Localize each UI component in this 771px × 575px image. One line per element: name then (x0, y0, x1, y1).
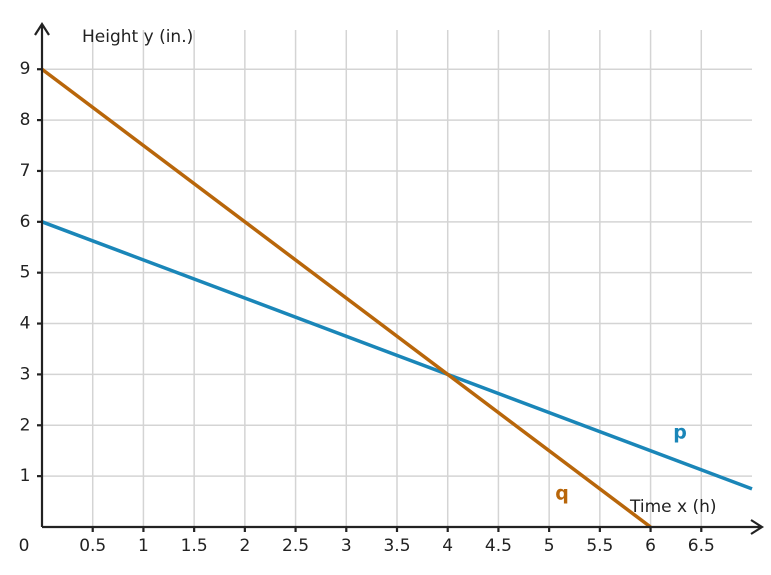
x-tick-label: 4.5 (485, 536, 512, 556)
y-tick-label: 9 (20, 59, 31, 79)
y-tick-label: 3 (20, 364, 31, 384)
x-tick-label: 4 (442, 536, 453, 556)
x-tick-label: 5 (544, 536, 555, 556)
x-tick-label: 3.5 (383, 536, 410, 556)
y-tick-label: 4 (20, 314, 31, 334)
y-axis-label: Height y (in.) (82, 27, 193, 47)
y-tick-label: 8 (20, 110, 31, 130)
series-label: p (673, 422, 687, 444)
y-tick-label: 2 (20, 415, 31, 435)
x-tick-label: 6 (645, 536, 656, 556)
y-tick-label: 5 (20, 263, 31, 283)
x-tick-label: 2.5 (282, 536, 309, 556)
x-tick-label: 0.5 (79, 536, 106, 556)
y-tick-label: 7 (20, 161, 31, 181)
x-tick-label: 3 (341, 536, 352, 556)
x-tick-label: 1 (138, 536, 149, 556)
lines (40, 67, 753, 529)
line (41, 220, 753, 491)
x-tick-label: 2 (239, 536, 250, 556)
y-tick-label: 1 (20, 466, 31, 486)
series-label: q (555, 483, 569, 505)
y-tick-label: 6 (20, 212, 31, 232)
grid (42, 30, 752, 527)
axes (34, 21, 765, 535)
x-tick-label: 0 (19, 536, 30, 556)
line (40, 67, 652, 529)
x-tick-label: 1.5 (181, 536, 208, 556)
x-axis-label: Time x (h) (629, 497, 717, 517)
x-tick-label: 6.5 (688, 536, 715, 556)
x-tick-label: 5.5 (586, 536, 613, 556)
